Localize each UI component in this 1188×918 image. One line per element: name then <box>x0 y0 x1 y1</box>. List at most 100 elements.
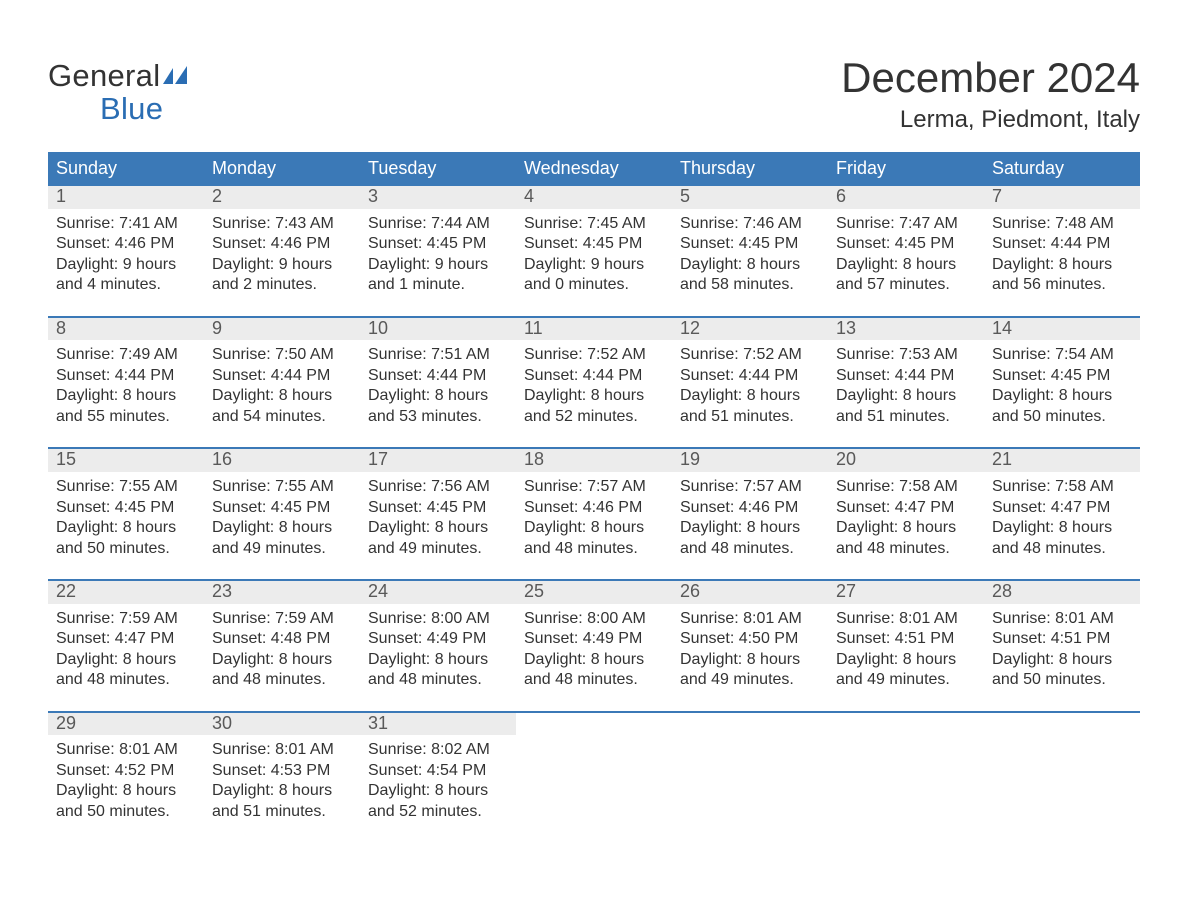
daylight-line2: and 57 minutes. <box>836 275 976 295</box>
sunset-value: Sunset: 4:44 PM <box>836 366 976 386</box>
daylight-line1: Daylight: 8 hours <box>212 650 352 670</box>
daylight-line1: Daylight: 8 hours <box>524 518 664 538</box>
day-info: Sunrise: 7:53 AMSunset: 4:44 PMDaylight:… <box>828 340 984 427</box>
daylight-line1: Daylight: 8 hours <box>524 650 664 670</box>
day-number: 20 <box>828 449 984 472</box>
daylight-line2: and 51 minutes. <box>680 407 820 427</box>
daylight-line2: and 48 minutes. <box>992 539 1132 559</box>
brand-word-1: General <box>48 60 160 93</box>
day-cell: 28Sunrise: 8:01 AMSunset: 4:51 PMDayligh… <box>984 580 1140 712</box>
day-info: Sunrise: 8:00 AMSunset: 4:49 PMDaylight:… <box>360 604 516 691</box>
sunrise-value: Sunrise: 7:59 AM <box>212 609 352 629</box>
day-number: 9 <box>204 318 360 341</box>
sunset-value: Sunset: 4:45 PM <box>836 234 976 254</box>
daylight-line1: Daylight: 8 hours <box>56 781 196 801</box>
sunrise-value: Sunrise: 7:44 AM <box>368 214 508 234</box>
day-number: 6 <box>828 186 984 209</box>
daylight-line1: Daylight: 8 hours <box>56 650 196 670</box>
daylight-line2: and 48 minutes. <box>524 539 664 559</box>
day-cell: 31Sunrise: 8:02 AMSunset: 4:54 PMDayligh… <box>360 712 516 843</box>
daylight-line2: and 0 minutes. <box>524 275 664 295</box>
sunrise-value: Sunrise: 7:57 AM <box>524 477 664 497</box>
day-cell: 7Sunrise: 7:48 AMSunset: 4:44 PMDaylight… <box>984 185 1140 317</box>
sunset-value: Sunset: 4:45 PM <box>56 498 196 518</box>
sunrise-value: Sunrise: 7:43 AM <box>212 214 352 234</box>
day-number: 27 <box>828 581 984 604</box>
sunset-value: Sunset: 4:51 PM <box>992 629 1132 649</box>
daylight-line1: Daylight: 8 hours <box>992 518 1132 538</box>
daylight-line2: and 2 minutes. <box>212 275 352 295</box>
weekday-sunday: Sunday <box>48 152 204 185</box>
daylight-line1: Daylight: 8 hours <box>992 255 1132 275</box>
day-number: 19 <box>672 449 828 472</box>
sunrise-value: Sunrise: 7:59 AM <box>56 609 196 629</box>
week-row: 22Sunrise: 7:59 AMSunset: 4:47 PMDayligh… <box>48 580 1140 712</box>
day-info: Sunrise: 7:49 AMSunset: 4:44 PMDaylight:… <box>48 340 204 427</box>
sunrise-value: Sunrise: 7:57 AM <box>680 477 820 497</box>
daylight-line1: Daylight: 8 hours <box>836 650 976 670</box>
day-cell: 2Sunrise: 7:43 AMSunset: 4:46 PMDaylight… <box>204 185 360 317</box>
sunrise-value: Sunrise: 7:58 AM <box>992 477 1132 497</box>
day-cell: 23 Sunrise: 7:59 AMSunset: 4:48 PMDayligh… <box>204 580 360 712</box>
day-cell: 24Sunrise: 8:00 AMSunset: 4:49 PMDayligh… <box>360 580 516 712</box>
sunset-value: Sunset: 4:45 PM <box>524 234 664 254</box>
week-row: 8Sunrise: 7:49 AMSunset: 4:44 PMDaylight… <box>48 317 1140 449</box>
daylight-line1: Daylight: 8 hours <box>680 255 820 275</box>
day-info: Sunrise: 8:01 AMSunset: 4:53 PMDaylight:… <box>204 735 360 822</box>
weekday-monday: Monday <box>204 152 360 185</box>
day-info: Sunrise: 7:51 AMSunset: 4:44 PMDaylight:… <box>360 340 516 427</box>
sunrise-value: Sunrise: 8:01 AM <box>56 740 196 760</box>
day-number: 4 <box>516 186 672 209</box>
daylight-line2: and 51 minutes. <box>836 407 976 427</box>
day-cell: 26Sunrise: 8:01 AMSunset: 4:50 PMDayligh… <box>672 580 828 712</box>
sunset-value: Sunset: 4:51 PM <box>836 629 976 649</box>
day-number: 24 <box>360 581 516 604</box>
sunset-value: Sunset: 4:46 PM <box>524 498 664 518</box>
day-cell: 30Sunrise: 8:01 AMSunset: 4:53 PMDayligh… <box>204 712 360 843</box>
sunrise-value: Sunrise: 8:00 AM <box>368 609 508 629</box>
sunset-value: Sunset: 4:48 PM <box>212 629 352 649</box>
weekday-thursday: Thursday <box>672 152 828 185</box>
sunrise-value: Sunrise: 7:55 AM <box>56 477 196 497</box>
sunrise-value: Sunrise: 7:46 AM <box>680 214 820 234</box>
sunset-value: Sunset: 4:49 PM <box>368 629 508 649</box>
day-info: Sunrise: 7:43 AMSunset: 4:46 PMDaylight:… <box>204 209 360 296</box>
day-info: Sunrise: 8:01 AMSunset: 4:51 PMDaylight:… <box>828 604 984 691</box>
day-cell: 3Sunrise: 7:44 AMSunset: 4:45 PMDaylight… <box>360 185 516 317</box>
daylight-line1: Daylight: 8 hours <box>212 781 352 801</box>
sunrise-value: Sunrise: 7:53 AM <box>836 345 976 365</box>
daylight-line2: and 48 minutes. <box>836 539 976 559</box>
daylight-line2: and 54 minutes. <box>212 407 352 427</box>
day-info: Sunrise: 8:01 AMSunset: 4:51 PMDaylight:… <box>984 604 1140 691</box>
day-number: 29 <box>48 713 204 736</box>
sunset-value: Sunset: 4:54 PM <box>368 761 508 781</box>
daylight-line1: Daylight: 8 hours <box>836 255 976 275</box>
daylight-line1: Daylight: 9 hours <box>212 255 352 275</box>
day-info: Sunrise: 8:00 AMSunset: 4:49 PMDaylight:… <box>516 604 672 691</box>
day-cell: 6Sunrise: 7:47 AMSunset: 4:45 PMDaylight… <box>828 185 984 317</box>
weekday-tuesday: Tuesday <box>360 152 516 185</box>
day-info: Sunrise: 8:02 AMSunset: 4:54 PMDaylight:… <box>360 735 516 822</box>
daylight-line2: and 1 minute. <box>368 275 508 295</box>
daylight-line2: and 49 minutes. <box>680 670 820 690</box>
day-cell: 15Sunrise: 7:55 AMSunset: 4:45 PMDayligh… <box>48 448 204 580</box>
day-info: Sunrise: 7:54 AMSunset: 4:45 PMDaylight:… <box>984 340 1140 427</box>
sunrise-value: Sunrise: 7:50 AM <box>212 345 352 365</box>
day-cell: 8Sunrise: 7:49 AMSunset: 4:44 PMDaylight… <box>48 317 204 449</box>
day-number: 23 <box>204 581 360 604</box>
day-info: Sunrise: 8:01 AMSunset: 4:50 PMDaylight:… <box>672 604 828 691</box>
day-cell: 12Sunrise: 7:52 AMSunset: 4:44 PMDayligh… <box>672 317 828 449</box>
day-cell: 25Sunrise: 8:00 AMSunset: 4:49 PMDayligh… <box>516 580 672 712</box>
day-number: 11 <box>516 318 672 341</box>
week-row: 15Sunrise: 7:55 AMSunset: 4:45 PMDayligh… <box>48 448 1140 580</box>
sunset-value: Sunset: 4:46 PM <box>212 234 352 254</box>
sunrise-value: Sunrise: 8:00 AM <box>524 609 664 629</box>
sunset-value: Sunset: 4:44 PM <box>680 366 820 386</box>
daylight-line1: Daylight: 8 hours <box>524 386 664 406</box>
sunrise-value: Sunrise: 8:02 AM <box>368 740 508 760</box>
sunset-value: Sunset: 4:45 PM <box>212 498 352 518</box>
day-info: Sunrise: 7:46 AMSunset: 4:45 PMDaylight:… <box>672 209 828 296</box>
day-info: Sunrise: 7:59 AMSunset: 4:47 PMDaylight:… <box>48 604 204 691</box>
daylight-line1: Daylight: 8 hours <box>836 518 976 538</box>
daylight-line1: Daylight: 8 hours <box>368 386 508 406</box>
